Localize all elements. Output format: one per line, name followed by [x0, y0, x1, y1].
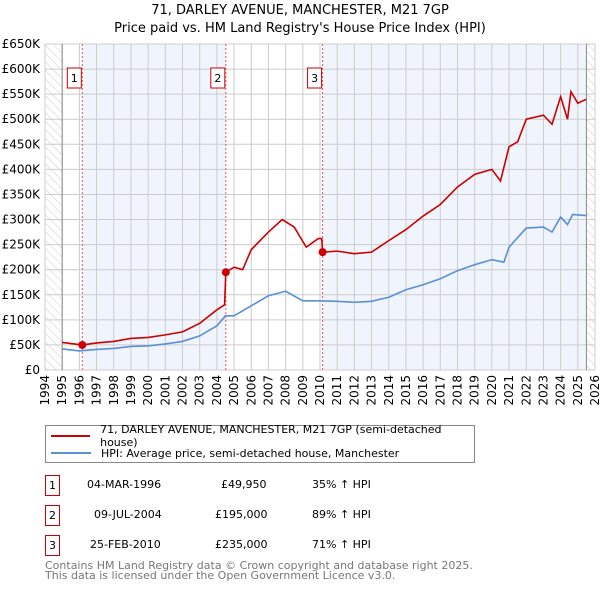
sale-label: 2: [214, 72, 221, 85]
sale-hpi: 71% ↑ HPI: [312, 538, 371, 551]
x-tick-label: 2006: [244, 375, 258, 406]
y-tick-label: £500K: [2, 112, 42, 126]
sale-label-box: [66, 67, 82, 89]
x-tick-label: 2021: [502, 375, 516, 406]
x-tick-label: 2010: [313, 375, 327, 406]
sale-price: £195,000: [215, 508, 268, 521]
footer: Contains HM Land Registry data © Crown c…: [45, 559, 473, 582]
sale-label: 3: [311, 72, 318, 85]
x-tick-label: 2004: [210, 375, 224, 406]
x-tick-label: 2009: [296, 375, 310, 406]
x-tick-label: 2024: [554, 375, 568, 406]
sale-date: 04-MAR-1996: [87, 478, 162, 491]
sale-hpi: 89% ↑ HPI: [312, 508, 371, 521]
y-tick-label: £100K: [2, 313, 42, 327]
y-tick-label: £50K: [9, 338, 41, 352]
shade-region: [82, 44, 226, 370]
sale-point: [221, 268, 230, 277]
x-tick-label: 2007: [261, 375, 275, 406]
x-tick-label: 2025: [571, 375, 585, 406]
sale-row: 3 25-FEB-2010 £235,000 71% ↑ HPI: [45, 535, 545, 556]
legend-swatch-red: [51, 435, 91, 437]
hatch-region: [586, 44, 595, 370]
x-tick-label: 2023: [536, 375, 550, 406]
legend-item-property: 71, DARLEY AVENUE, MANCHESTER, M21 7GP (…: [46, 423, 474, 449]
y-tick-label: £250K: [2, 238, 42, 252]
legend-label: HPI: Average price, semi-detached house,…: [101, 446, 400, 460]
x-tick-label: 1996: [72, 375, 86, 406]
footer-line: This data is licensed under the Open Gov…: [45, 569, 396, 582]
sale-marker-box: 2: [45, 505, 60, 526]
sale-price: £49,950: [221, 478, 267, 491]
x-tick-label: 1997: [90, 375, 104, 406]
legend-item-hpi: HPI: Average price, semi-detached house,…: [46, 445, 399, 461]
sale-date: 25-FEB-2010: [90, 538, 161, 551]
x-tick-label: 2022: [519, 375, 533, 406]
x-tick-label: 1995: [55, 375, 69, 406]
y-tick-label: £300K: [2, 213, 42, 227]
sale-row: 2 09-JUL-2004 £195,000 89% ↑ HPI: [45, 505, 545, 526]
x-tick-label: 2001: [158, 375, 172, 406]
x-tick-label: 2017: [433, 375, 447, 406]
sale-marker-box: 1: [45, 475, 60, 496]
chart-title: 71, DARLEY AVENUE, MANCHESTER, M21 7GP Pr…: [0, 2, 600, 38]
sale-label-box: [210, 67, 226, 89]
x-tick-label: 2015: [399, 375, 413, 406]
legend: 71, DARLEY AVENUE, MANCHESTER, M21 7GP (…: [45, 423, 475, 463]
legend-label: 71, DARLEY AVENUE, MANCHESTER, M21 7GP (…: [100, 423, 442, 449]
subtitle-line: Price paid vs. HM Land Registry's House …: [114, 21, 486, 36]
x-tick-label: 2019: [468, 375, 482, 406]
x-tick-label: 2005: [227, 375, 241, 406]
x-tick-label: 1994: [38, 375, 52, 406]
sale-point: [318, 248, 327, 257]
x-tick-label: 2011: [330, 375, 344, 406]
x-tick-label: 2026: [588, 375, 600, 406]
x-tick-label: 1998: [107, 375, 121, 406]
price-chart: 1994 1995 1996 1997 1998 1999 2000 2001 2002 2003…: [2, 37, 600, 406]
y-tick-label: £200K: [2, 263, 42, 277]
title-line: 71, DARLEY AVENUE, MANCHESTER, M21 7GP: [151, 3, 449, 18]
x-tick-label: 2000: [141, 375, 155, 406]
sale-hpi: 35% ↑ HPI: [312, 478, 371, 491]
x-tick-label: 2013: [365, 375, 379, 406]
y-tick-label: £650K: [2, 37, 42, 51]
x-tick-label: 2018: [451, 375, 465, 406]
shade-region: [322, 44, 587, 370]
legend-swatch-blue: [51, 452, 91, 454]
y-tick-label: £0: [25, 363, 40, 377]
footer-line: Contains HM Land Registry data © Crown c…: [45, 559, 473, 572]
sale-label-box: [307, 67, 323, 89]
hatch-region: [45, 44, 63, 370]
x-tick-label: 2014: [382, 375, 396, 406]
sale-date: 09-JUL-2004: [94, 508, 162, 521]
sale-row: 1 04-MAR-1996 £49,950 35% ↑ HPI: [45, 475, 545, 496]
sale-marker-box: 3: [45, 535, 60, 556]
y-tick-label: £150K: [2, 288, 42, 302]
y-tick-label: £600K: [2, 62, 42, 76]
x-tick-label: 2020: [485, 375, 499, 406]
x-tick-label: 2012: [347, 375, 361, 406]
sale-price: £235,000: [215, 538, 268, 551]
y-tick-label: £400K: [2, 162, 42, 176]
x-tick-label: 2008: [279, 375, 293, 406]
y-tick-label: £350K: [2, 187, 42, 201]
x-tick-label: 2003: [193, 375, 207, 406]
series-line-hpi: [62, 213, 587, 352]
sale-point: [78, 340, 87, 349]
x-tick-label: 2016: [416, 375, 430, 406]
x-tick-label: 2002: [176, 375, 190, 406]
x-tick-label: 1999: [124, 375, 138, 406]
y-tick-label: £550K: [2, 87, 42, 101]
sale-label: 1: [71, 72, 78, 85]
y-tick-label: £450K: [2, 137, 42, 151]
